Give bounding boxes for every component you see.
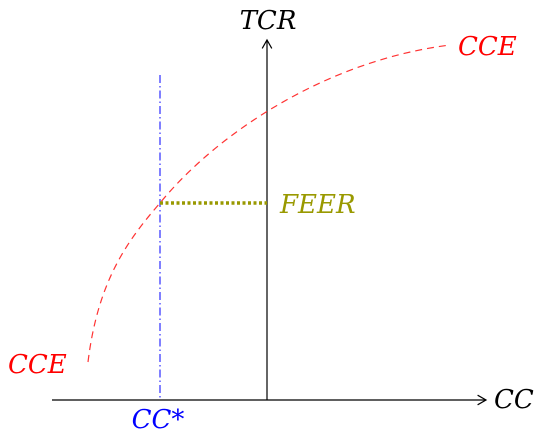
curve-label: CCE [8, 350, 67, 380]
feer-label: FEER [279, 190, 356, 220]
cc-star-label: CC* [132, 405, 185, 433]
x-axis-label: CC [494, 385, 534, 415]
y-axis-label: TCR [240, 6, 297, 36]
cce-curve [87, 44, 451, 363]
curve-label: CCE [458, 32, 517, 62]
